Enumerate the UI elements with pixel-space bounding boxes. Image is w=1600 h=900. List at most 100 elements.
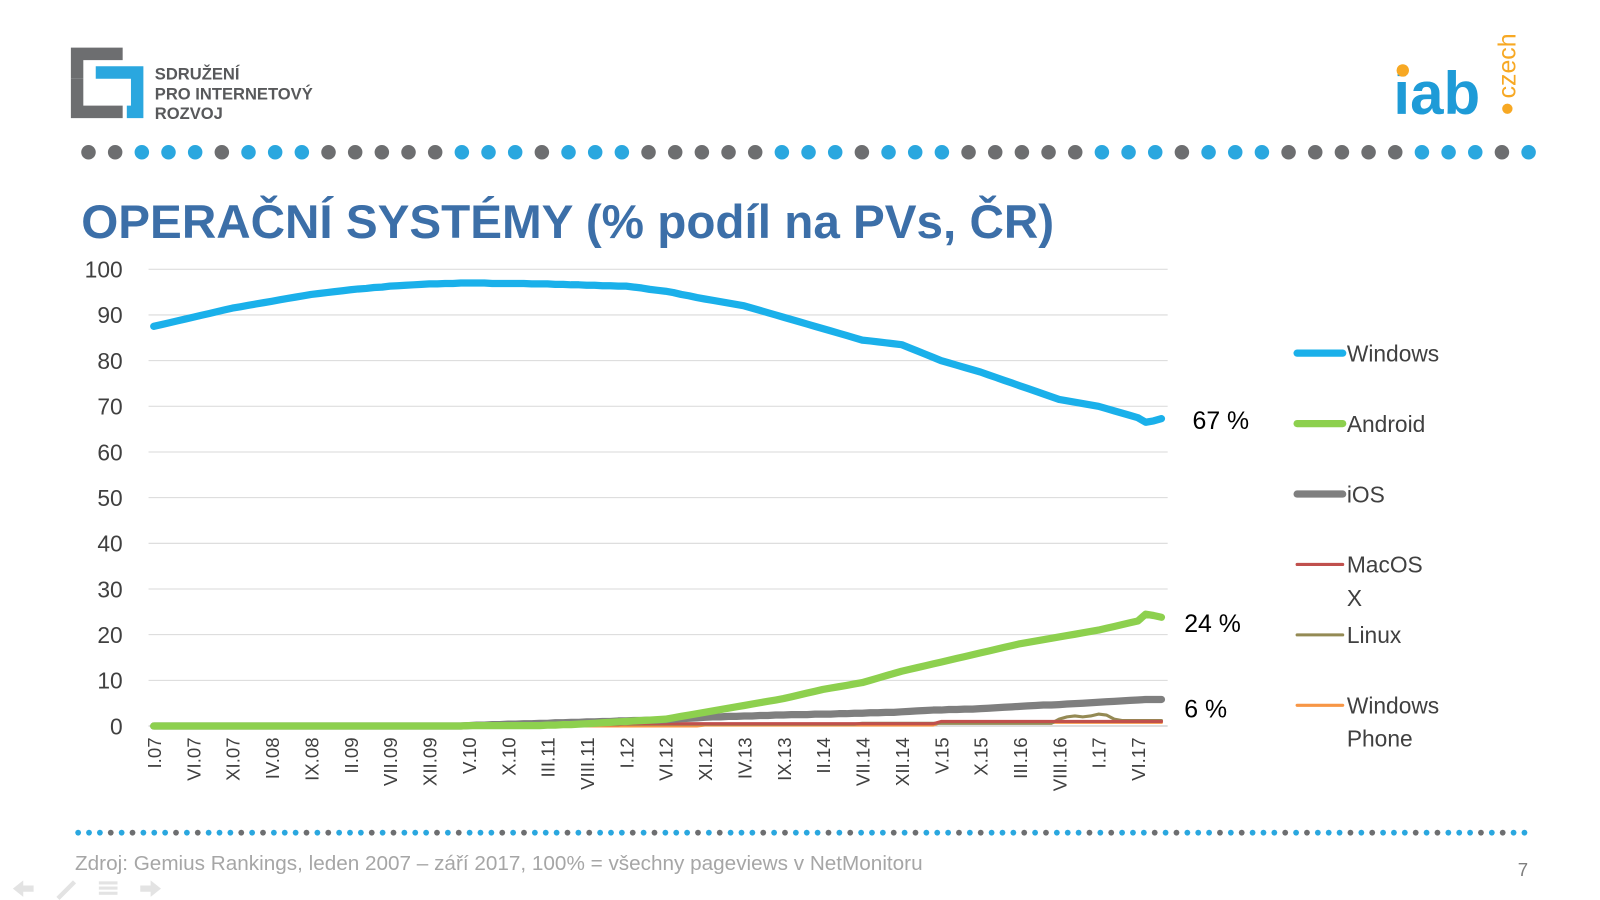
divider-dot: [75, 829, 82, 836]
x-tick-label: VI.07: [183, 737, 204, 781]
divider-dot: [1130, 829, 1136, 836]
divider-dot: [836, 829, 843, 836]
divider-dot: [827, 144, 843, 160]
y-tick-label: 60: [97, 439, 122, 465]
divider-dot: [879, 829, 886, 836]
divider-dot: [270, 829, 277, 836]
divider-dot: [1304, 829, 1310, 836]
divider-dot: [1391, 829, 1397, 836]
x-tick-label: III.16: [1010, 737, 1031, 778]
divider-dot: [1401, 829, 1408, 836]
divider-dot: [814, 829, 821, 836]
divider-dot: [716, 829, 723, 836]
divider-dot: [1336, 829, 1343, 836]
y-tick-label: 0: [110, 713, 123, 739]
divider-dot: [1325, 829, 1332, 836]
divider-dot: [695, 829, 701, 836]
divider-dot: [1456, 829, 1463, 836]
divider-dot: [858, 829, 865, 836]
divider-dot: [173, 829, 179, 836]
divider-dot: [651, 829, 658, 836]
divider-dot: [510, 829, 517, 836]
divider-dot: [1254, 144, 1270, 160]
x-tick-label: VII.14: [853, 737, 874, 786]
divider-dot: [1108, 829, 1115, 836]
nav-icons: [12, 880, 161, 900]
divider-dot: [454, 144, 470, 160]
divider-dot: [466, 829, 473, 836]
divider-dot: [662, 829, 669, 836]
logo-text: SDRUŽENÍ: [155, 65, 240, 84]
x-tick-label: XII.09: [420, 737, 441, 786]
divider-dot: [1162, 829, 1169, 836]
divider-dot: [368, 829, 375, 836]
divider-dot: [96, 829, 103, 836]
divider-dot: [907, 144, 923, 160]
divider-dot: [854, 144, 870, 160]
divider-dot: [1227, 829, 1234, 836]
divider-dot: [629, 829, 636, 836]
divider-dot: [1043, 829, 1049, 836]
divider-dot: [1086, 829, 1093, 836]
divider-dot: [1510, 829, 1517, 836]
divider-dot: [205, 829, 212, 836]
divider-dot: [241, 144, 256, 160]
source-note: Zdroj: Gemius Rankings, leden 2007 – zář…: [75, 852, 923, 875]
divider-dot: [321, 144, 336, 160]
divider-dot: [597, 829, 604, 836]
divider-dot: [1467, 829, 1473, 836]
logo-mark: [70, 47, 144, 119]
divider-dot: [249, 829, 256, 836]
divider-dot: [801, 144, 816, 160]
divider-dot: [260, 829, 266, 836]
divider-dot: [336, 829, 343, 836]
end-label: 24 %: [1184, 611, 1241, 638]
divider-dot: [1184, 829, 1191, 836]
divider-dot: [134, 144, 150, 160]
divider-dot: [390, 829, 397, 836]
x-tick-label: VIII.16: [1049, 737, 1070, 791]
divider-dot: [945, 829, 952, 836]
brand-dot: [1502, 103, 1513, 114]
divider-dot: [561, 144, 576, 160]
divider-dot: [107, 144, 123, 160]
divider-dot: [292, 829, 299, 836]
divider-dot: [499, 829, 506, 836]
divider-dot: [107, 829, 114, 836]
divider-dot: [507, 144, 523, 160]
divider-dot: [667, 144, 683, 160]
divider-dot: [1488, 829, 1495, 836]
divider-dot: [1067, 144, 1083, 160]
divider-dot: [803, 829, 810, 836]
divider-dot: [987, 144, 1003, 160]
divider-dot: [1468, 144, 1483, 160]
brand-suffix: czech: [1495, 33, 1522, 98]
divider-dot: [1494, 144, 1510, 160]
x-tick-label: X.15: [971, 737, 992, 775]
divider-dot: [214, 144, 230, 160]
divider-dot: [760, 829, 767, 836]
y-tick-label: 70: [97, 394, 122, 420]
divider-dot: [488, 829, 495, 836]
divider-dot: [187, 144, 203, 160]
divider-dot: [481, 144, 496, 160]
divider-dot: [641, 144, 656, 160]
divider-dot: [118, 829, 125, 836]
divider-dot: [1499, 829, 1506, 836]
series-line: [150, 610, 1166, 730]
divider-dot: [825, 829, 832, 836]
divider-dot: [614, 144, 630, 160]
end-label: 67 %: [1193, 408, 1250, 435]
divider-dot: [782, 829, 788, 836]
divider-dot: [1334, 144, 1350, 160]
divider-dot: [618, 829, 625, 836]
x-tick-label: X.10: [498, 737, 519, 775]
divider-dot: [374, 144, 390, 160]
divider-dot: [1380, 829, 1386, 836]
divider-dot: [1445, 829, 1452, 836]
legend-label: Linux: [1347, 622, 1402, 648]
divider-dot: [542, 829, 549, 836]
divider-dot: [792, 829, 799, 836]
divider-dot: [608, 829, 614, 836]
